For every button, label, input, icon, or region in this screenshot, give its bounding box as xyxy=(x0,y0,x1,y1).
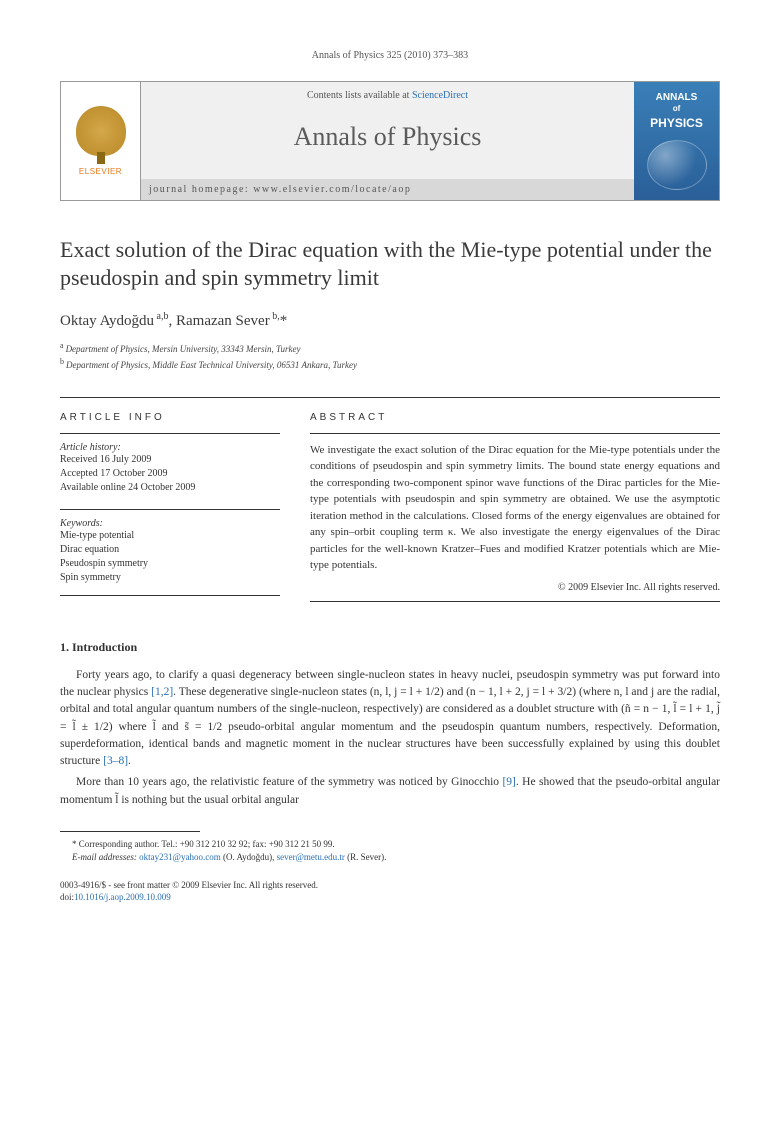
cover-swirl-icon xyxy=(647,140,707,190)
divider xyxy=(310,433,720,434)
author-2: Ramazan Sever xyxy=(176,313,270,329)
affiliation-a: aDepartment of Physics, Mersin Universit… xyxy=(60,340,720,357)
contents-line: Contents lists available at ScienceDirec… xyxy=(141,82,634,105)
keyword-1: Mie-type potential xyxy=(60,529,280,543)
footnote-divider xyxy=(60,831,200,832)
ref-3-8[interactable]: [3–8] xyxy=(103,755,128,767)
section-1-title: 1. Introduction xyxy=(60,640,720,655)
keyword-4: Spin symmetry xyxy=(60,571,280,585)
elsevier-label: ELSEVIER xyxy=(79,167,122,176)
homepage-line[interactable]: journal homepage: www.elsevier.com/locat… xyxy=(141,179,634,200)
abstract-copyright: © 2009 Elsevier Inc. All rights reserved… xyxy=(310,582,720,593)
article-info-heading: ARTICLE INFO xyxy=(60,412,280,423)
cover-title-1: ANNALS xyxy=(656,92,698,104)
header-center: Contents lists available at ScienceDirec… xyxy=(141,82,634,200)
elsevier-tree-icon xyxy=(76,106,126,156)
intro-para-1: Forty years ago, to clarify a quasi dege… xyxy=(60,667,720,771)
journal-cover-thumb[interactable]: ANNALS of PHYSICS xyxy=(634,82,719,200)
article-title: Exact solution of the Dirac equation wit… xyxy=(60,236,720,293)
author-1: Oktay Aydoğdu xyxy=(60,313,154,329)
author-list: Oktay Aydoğdu a,b, Ramazan Sever b,* xyxy=(60,311,720,330)
corresponding-mark: * xyxy=(280,313,288,329)
intro-para-2: More than 10 years ago, the relativistic… xyxy=(60,774,720,809)
cover-title-2: of xyxy=(673,104,681,114)
history-online: Available online 24 October 2009 xyxy=(60,481,280,495)
abstract-col: ABSTRACT We investigate the exact soluti… xyxy=(310,412,720,610)
email-footnote: E-mail addresses: oktay231@yahoo.com (O.… xyxy=(60,851,720,865)
abstract-text: We investigate the exact solution of the… xyxy=(310,442,720,574)
page-container: Annals of Physics 325 (2010) 373–383 ELS… xyxy=(0,0,780,944)
doi-link[interactable]: 10.1016/j.aop.2009.10.009 xyxy=(74,892,171,902)
journal-name: Annals of Physics xyxy=(141,118,634,166)
email-link-2[interactable]: sever@metu.edu.tr xyxy=(277,852,345,862)
article-info-col: ARTICLE INFO Article history: Received 1… xyxy=(60,412,280,610)
info-abstract-row: ARTICLE INFO Article history: Received 1… xyxy=(60,397,720,610)
history-label: Article history: xyxy=(60,442,280,453)
keyword-3: Pseudospin symmetry xyxy=(60,557,280,571)
affiliations: aDepartment of Physics, Mersin Universit… xyxy=(60,340,720,373)
divider xyxy=(60,595,280,596)
elsevier-logo[interactable]: ELSEVIER xyxy=(61,82,141,200)
keywords-label: Keywords: xyxy=(60,518,280,529)
keyword-2: Dirac equation xyxy=(60,543,280,557)
front-matter-line: 0003-4916/$ - see front matter © 2009 El… xyxy=(60,879,720,892)
divider xyxy=(60,509,280,510)
email-label: E-mail addresses: xyxy=(72,852,137,862)
doi-block: 0003-4916/$ - see front matter © 2009 El… xyxy=(60,879,720,904)
ref-9[interactable]: [9] xyxy=(502,776,515,788)
history-received: Received 16 July 2009 xyxy=(60,453,280,467)
ref-1-2[interactable]: [1,2] xyxy=(151,686,173,698)
author-1-aff: a,b xyxy=(154,311,168,322)
divider xyxy=(310,601,720,602)
journal-header: ELSEVIER Contents lists available at Sci… xyxy=(60,81,720,201)
doi-line: doi:10.1016/j.aop.2009.10.009 xyxy=(60,891,720,904)
affiliation-b: bDepartment of Physics, Middle East Tech… xyxy=(60,356,720,373)
author-2-aff: b, xyxy=(270,311,280,322)
journal-reference: Annals of Physics 325 (2010) 373–383 xyxy=(60,50,720,61)
email-link-1[interactable]: oktay231@yahoo.com xyxy=(139,852,221,862)
sciencedirect-link[interactable]: ScienceDirect xyxy=(412,90,468,101)
history-accepted: Accepted 17 October 2009 xyxy=(60,467,280,481)
contents-prefix: Contents lists available at xyxy=(307,90,412,101)
cover-title-3: PHYSICS xyxy=(650,116,703,130)
corresponding-footnote: * Corresponding author. Tel.: +90 312 21… xyxy=(60,838,720,852)
divider xyxy=(60,433,280,434)
abstract-heading: ABSTRACT xyxy=(310,412,720,423)
